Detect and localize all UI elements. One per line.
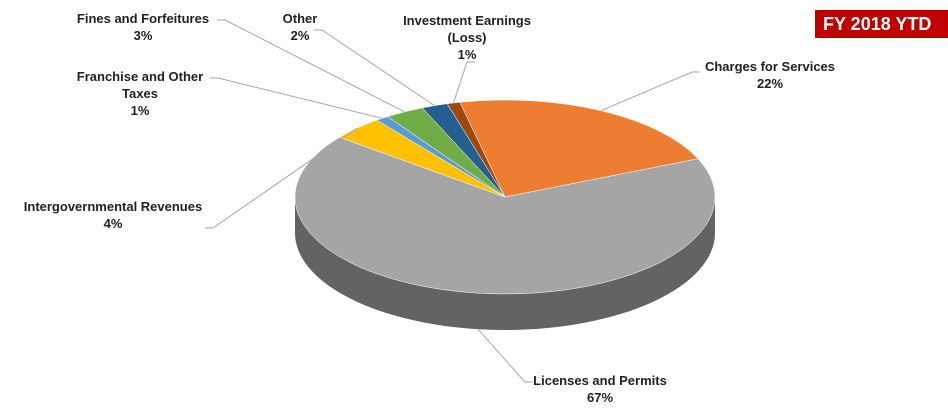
leader-line [217,19,405,113]
leader-line [600,71,700,112]
slice-value-label: 3% [133,28,153,43]
slice-value-label: 2% [290,28,310,43]
slice-value-label: 67% [586,390,614,405]
chart-title: FY 2018 YTD [815,10,948,38]
slice-label: Investment Earnings (Loss) [403,13,531,45]
slice-label: Other [282,11,318,26]
slice-side [295,197,715,330]
slice [459,99,699,198]
slice-label: Franchise and Other Taxes [76,69,204,101]
leader-line [314,29,435,107]
slice [294,137,716,295]
slice-value-label: 4% [103,216,123,231]
slice-label: Charges for Services [704,59,836,74]
leader-line [453,61,475,104]
leader-line [210,77,383,119]
slice-label: Fines and Forfeitures [76,11,210,26]
slice-label: Intergovernmental Revenues [23,199,203,214]
slice-label: Licenses and Permits [533,373,667,388]
slice-value-label: 1% [130,103,150,118]
leader-line [205,127,358,229]
slice-value-label: 22% [756,76,784,91]
slice-value-label: 1% [457,47,477,62]
leader-line [477,328,533,383]
